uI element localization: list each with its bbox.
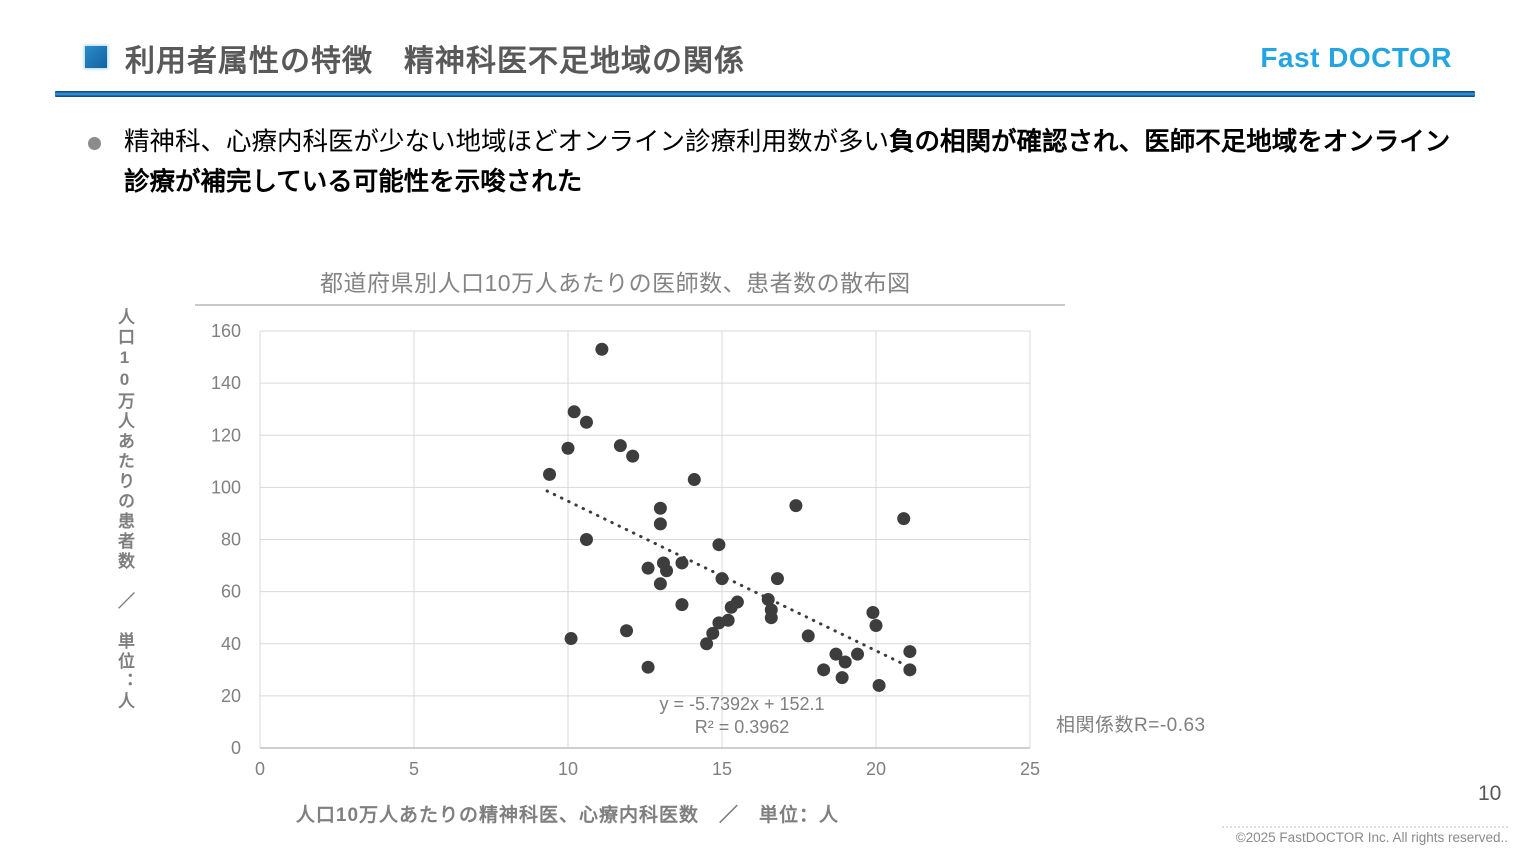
scatter-point xyxy=(613,439,627,453)
copyright: ©2025 FastDOCTOR Inc. All rights reserve… xyxy=(1235,830,1508,845)
scatter-point xyxy=(712,538,726,552)
plot-area: 0 20 40 60 80 100 120 140 160 0 5 10 15 20 25 y = -5.73… xyxy=(211,321,1040,779)
tick-labels: 0 20 40 60 80 100 120 140 160 0 5 10 15 20 25 xyxy=(211,321,1040,779)
scatter-point xyxy=(770,572,784,586)
bullet-dot-icon xyxy=(88,137,101,150)
equation-label: y = -5.7392x + 152.1 R² = 0.3962 xyxy=(659,694,824,737)
scatter-point xyxy=(866,605,880,619)
y-tick-label: 80 xyxy=(221,530,241,550)
scatter-point xyxy=(700,637,714,651)
x-tick-label: 0 xyxy=(255,759,265,779)
gridlines xyxy=(259,330,1031,749)
bullet-text-bold: 負の相関が確認され、医師不足地域をオンライン診療が補完している可能性を示唆された xyxy=(124,128,1451,196)
scatter-point xyxy=(567,405,581,419)
scatter-point xyxy=(653,517,667,531)
scatter-point xyxy=(761,592,775,606)
scatter-point xyxy=(561,441,575,455)
y-tick-label: 140 xyxy=(211,373,241,393)
scatter-point xyxy=(687,473,701,487)
scatter-point xyxy=(838,655,852,669)
scatter-point xyxy=(829,647,843,661)
scatter-point xyxy=(564,632,578,646)
scatter-point xyxy=(675,556,689,570)
x-axis-label: 人口10万人あたりの精神科医、心療内科医数 ／ 単位：人 xyxy=(295,805,840,826)
x-tick-label: 10 xyxy=(558,759,578,779)
y-tick-label: 60 xyxy=(221,582,241,602)
scatter-point xyxy=(801,629,815,643)
x-tick-label: 5 xyxy=(409,759,419,779)
scatter-point xyxy=(641,660,655,674)
scatter-point xyxy=(579,533,593,546)
scatter-point xyxy=(835,671,849,685)
scatter-point xyxy=(715,572,729,586)
scatter-points xyxy=(543,342,917,692)
scatter-point xyxy=(903,663,917,677)
y-tick-label: 40 xyxy=(221,634,241,654)
copyright-divider xyxy=(1222,826,1508,828)
x-tick-label: 25 xyxy=(1020,759,1040,779)
scatter-point xyxy=(595,342,609,356)
scatter-point xyxy=(903,645,917,659)
y-tick-label: 120 xyxy=(211,425,241,445)
y-tick-label: 100 xyxy=(211,477,241,497)
scatter-point xyxy=(721,613,735,627)
scatter-point xyxy=(706,626,720,640)
scatter-point xyxy=(660,564,674,578)
bullet-text: 精神科、心療内科医が少ない地域ほどオンライン診療利用数が多い負の相関が確認され、… xyxy=(124,122,1474,202)
scatter-point xyxy=(851,647,865,661)
header-divider xyxy=(55,91,1475,97)
scatter-point xyxy=(579,415,593,429)
x-tick-label: 15 xyxy=(712,759,732,779)
scatter-point xyxy=(869,619,883,633)
fastdoctor-logo: Fast DOCTOR xyxy=(1260,42,1452,73)
scatter-point xyxy=(817,663,831,677)
scatter-point xyxy=(620,624,634,638)
title-square-icon xyxy=(85,46,107,68)
scatter-point xyxy=(626,449,640,463)
y-tick-label: 0 xyxy=(231,738,241,758)
x-tick-label: 20 xyxy=(866,759,886,779)
scatter-point xyxy=(764,611,778,625)
page-title: 利用者属性の特徴 精神科医不足地域の関係 xyxy=(125,45,745,78)
chart-title-divider xyxy=(195,304,1065,306)
correlation-annotation: 相関係数R=-0.63 xyxy=(1056,715,1206,736)
y-axis-label: 人口10万人あたりの患者数 ／ 単位：人 xyxy=(115,308,134,712)
y-tick-label: 20 xyxy=(221,686,241,706)
scatter-point xyxy=(675,598,689,612)
scatter-point xyxy=(872,678,886,692)
scatter-point xyxy=(653,577,667,591)
equation-line1: y = -5.7392x + 152.1 xyxy=(659,694,824,714)
scatter-point xyxy=(730,595,744,609)
scatter-point xyxy=(789,499,803,513)
chart-title: 都道府県別人口10万人あたりの医師数、患者数の散布図 xyxy=(320,270,911,296)
y-tick-label: 160 xyxy=(211,321,241,341)
bullet-text-normal: 精神科、心療内科医が少ない地域ほどオンライン診療利用数が多い xyxy=(124,128,890,156)
scatter-point xyxy=(897,512,911,526)
scatter-point xyxy=(543,467,557,481)
scatter-point xyxy=(653,501,667,515)
page-number: 10 xyxy=(1478,782,1502,805)
equation-line2: R² = 0.3962 xyxy=(695,717,790,737)
scatter-point xyxy=(641,561,655,575)
